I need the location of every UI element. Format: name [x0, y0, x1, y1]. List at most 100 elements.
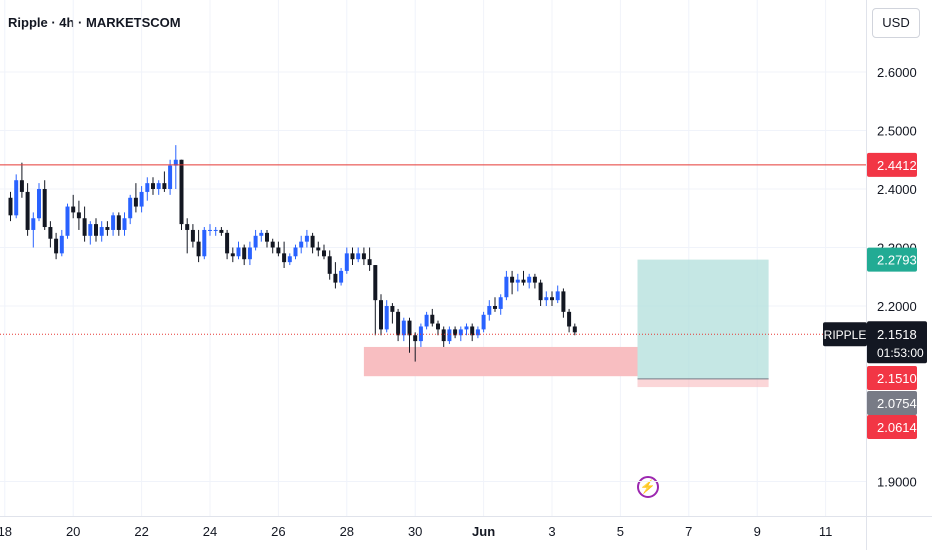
candle-body — [202, 229, 207, 257]
candle-body — [168, 165, 173, 189]
candle-body — [384, 306, 389, 330]
current-price-badge — [867, 321, 927, 364]
price-label: 2.0614 — [877, 420, 917, 435]
candle-body — [327, 256, 332, 274]
x-tick-label: 18 — [0, 524, 12, 539]
candle-body — [225, 232, 230, 254]
y-tick-label: 2.2000 — [877, 299, 917, 314]
candle-body — [48, 227, 53, 239]
symbol-badge — [823, 322, 867, 347]
lightning-bolt-icon[interactable]: ⚡ — [637, 476, 659, 498]
candle-body — [111, 215, 116, 230]
candle-body — [133, 197, 138, 207]
candle-body — [59, 235, 64, 254]
candle-body — [498, 297, 503, 309]
candle-body — [162, 183, 167, 189]
candle-body — [128, 197, 133, 219]
candle-body — [253, 235, 258, 248]
candle-body — [299, 241, 304, 248]
candle-body — [487, 306, 492, 315]
candle-body — [555, 291, 560, 301]
candle-body — [8, 197, 13, 216]
candle-body — [293, 247, 298, 257]
candle-body — [14, 180, 19, 216]
candle-body — [88, 224, 93, 236]
candle-body — [515, 279, 520, 283]
y-tick-label: 2.5000 — [877, 124, 917, 139]
candle-body — [390, 306, 395, 312]
candle-body — [350, 253, 355, 260]
x-tick-label: 28 — [340, 524, 354, 539]
candle-body — [304, 235, 309, 242]
candle-body — [190, 229, 195, 242]
candle-body — [441, 329, 446, 342]
candle-body — [19, 180, 24, 192]
candle-body — [550, 297, 554, 301]
candle-body — [145, 183, 150, 192]
candle-body — [532, 276, 537, 283]
y-tick-label: 2.4000 — [877, 182, 917, 197]
price-badge — [867, 415, 917, 439]
candle-body — [116, 215, 121, 230]
candle-body — [31, 218, 36, 230]
candle-body — [76, 212, 81, 219]
price-labels: 2.4412 2.2793 2.1518 01:53:00 RIPPLE 2.1510 2.… — [823, 152, 927, 439]
candle-body — [407, 320, 412, 336]
candle-body — [510, 276, 515, 283]
candle-body — [572, 326, 577, 333]
price-label: 2.2793 — [877, 253, 917, 268]
candle-body — [242, 247, 247, 260]
candle-body — [247, 247, 252, 260]
x-tick-label: 22 — [134, 524, 148, 539]
x-tick-label: 24 — [203, 524, 217, 539]
y-tick-label: 2.6000 — [877, 65, 917, 80]
candle-body — [504, 276, 509, 298]
price-label: 2.4412 — [877, 158, 917, 173]
candle-body — [475, 329, 480, 336]
current-price-label: 2.1518 — [877, 327, 917, 342]
candle-body — [265, 232, 269, 242]
price-badge — [867, 391, 917, 415]
candle-body — [356, 253, 361, 260]
chart-title: Ripple · 4h · MARKETSCOM — [8, 15, 181, 30]
candle-body — [65, 206, 70, 236]
candle-body — [344, 253, 349, 271]
x-tick-label: 3 — [548, 524, 555, 539]
candle-body — [373, 265, 378, 301]
x-tick-label: 20 — [66, 524, 80, 539]
candle-body — [94, 224, 98, 236]
demand-zone — [363, 346, 638, 377]
candle-body — [270, 241, 275, 248]
candle-body — [401, 320, 406, 336]
candle-body — [82, 218, 87, 236]
currency-selector[interactable]: USD — [872, 8, 920, 38]
x-tick-label: Jun — [472, 524, 495, 539]
candle-body — [173, 159, 178, 166]
candle-body — [71, 206, 76, 213]
price-label: 2.0754 — [877, 396, 917, 411]
countdown-label: 01:53:00 — [877, 346, 924, 360]
candle-body — [230, 253, 235, 257]
candle-body — [458, 329, 463, 336]
candle-body — [139, 191, 144, 207]
candle-body — [259, 232, 264, 236]
candle-body — [470, 326, 475, 336]
x-tick-label: 26 — [271, 524, 285, 539]
price-label: 2.1510 — [877, 371, 917, 386]
candle-body — [42, 189, 47, 228]
x-tick-label: 30 — [408, 524, 422, 539]
candle-body — [527, 276, 532, 283]
candle-body — [322, 250, 326, 257]
candle-body — [37, 189, 41, 219]
candle-body — [333, 273, 338, 283]
candle-body — [521, 279, 526, 283]
candle-body — [396, 311, 401, 336]
candle-body — [185, 224, 190, 230]
y-tick-label: 1.9000 — [877, 475, 917, 490]
profit-zone — [637, 259, 769, 379]
x-tick-label: 7 — [685, 524, 692, 539]
stop-zone — [637, 378, 769, 388]
candle-body — [236, 247, 241, 257]
